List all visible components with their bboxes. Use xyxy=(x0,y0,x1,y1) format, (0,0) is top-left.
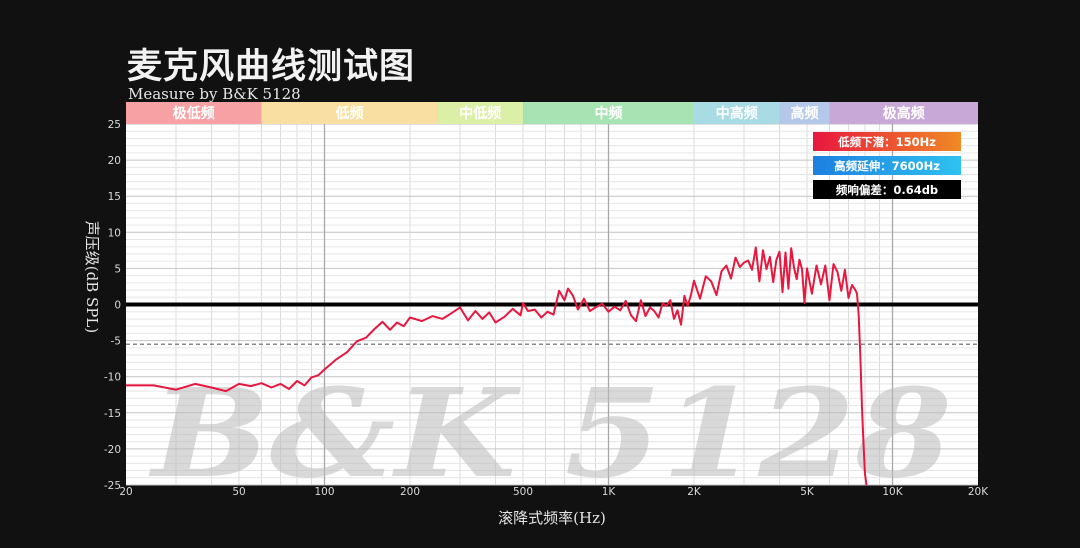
y-tick-label: 10 xyxy=(108,227,121,239)
band-label: 中频 xyxy=(595,105,623,122)
y-tick-label: 15 xyxy=(108,191,121,203)
x-axis-ticks: 20 50 100 200 500 1K 2K 5K 10K 20K xyxy=(119,486,989,498)
reference-lines xyxy=(126,302,978,345)
x-tick-label: 20K xyxy=(968,486,989,498)
stat-badge-text: 低频下潜：150Hz xyxy=(837,135,936,149)
y-tick-label: 5 xyxy=(114,263,121,275)
y-tick-label: -15 xyxy=(104,408,121,420)
series-line-response xyxy=(126,246,868,485)
stats-badges: 低频下潜：150Hz 高频延伸：7600Hz 频响偏差：0.64db xyxy=(813,132,961,199)
x-tick-label: 1K xyxy=(602,486,617,498)
x-tick-label: 500 xyxy=(513,486,533,498)
stat-badge xyxy=(813,156,961,175)
band-segment xyxy=(261,102,438,124)
y-tick-label: -10 xyxy=(104,372,121,384)
x-axis-label: 滚降式频率(Hz) xyxy=(498,509,606,527)
y-tick-label: -25 xyxy=(104,480,121,492)
band-segment xyxy=(779,102,830,124)
y-tick-label: -5 xyxy=(111,336,121,348)
y-tick-label: 25 xyxy=(108,119,121,131)
x-tick-label: 100 xyxy=(314,486,334,498)
y-axis-label: 声压级(dB SPL) xyxy=(83,221,101,333)
x-tick-label: 5K xyxy=(800,486,815,498)
band-segment xyxy=(523,102,694,124)
band-label: 极高频 xyxy=(883,105,925,122)
band-segment xyxy=(126,102,262,124)
frequency-band-bar: 极低频 低频 中低频 中频 中高频 高频 极高频 xyxy=(126,102,978,124)
x-tick-label: 2K xyxy=(687,486,702,498)
x-tick-label: 10K xyxy=(882,486,903,498)
band-segment xyxy=(829,102,978,124)
band-segment xyxy=(694,102,780,124)
chart-title: 麦克风曲线测试图 xyxy=(127,46,416,87)
chart-subtitle: Measure by B&K 5128 xyxy=(128,85,301,103)
band-label: 中低频 xyxy=(459,105,501,122)
band-segment xyxy=(437,102,524,124)
y-tick-label: 20 xyxy=(108,155,121,167)
stat-badge-text: 频响偏差：0.64db xyxy=(836,183,938,197)
band-label: 极低频 xyxy=(173,105,215,122)
stat-badge xyxy=(813,132,961,151)
x-tick-label: 50 xyxy=(232,486,245,498)
stat-badge-text: 高频延伸：7600Hz xyxy=(834,159,940,173)
band-label: 低频 xyxy=(335,105,364,122)
x-tick-label: 20 xyxy=(119,486,132,498)
y-axis-ticks: 25 20 15 10 5 0 -5 -10 -15 -20 -25 xyxy=(104,119,121,492)
y-tick-label: -20 xyxy=(104,444,121,456)
watermark: B&K 5128 xyxy=(149,361,952,505)
stat-badge xyxy=(813,180,961,199)
band-label: 中高频 xyxy=(716,105,758,122)
x-tick-label: 200 xyxy=(400,486,420,498)
y-tick-label: 0 xyxy=(114,300,121,312)
band-label: 高频 xyxy=(790,105,818,122)
